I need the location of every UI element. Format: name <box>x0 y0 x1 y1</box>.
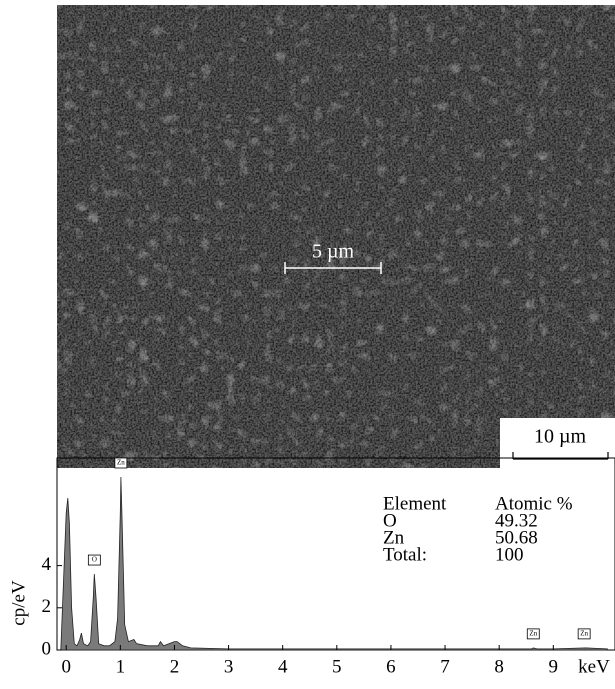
table-header: Atomic % <box>495 493 573 514</box>
peak-label: O <box>92 556 97 564</box>
y-tick-label: 0 <box>42 638 52 659</box>
y-tick-label: 2 <box>42 596 52 617</box>
x-tick-label: 8 <box>494 656 504 677</box>
x-tick-label: 2 <box>170 656 180 677</box>
table-cell: O <box>383 510 397 531</box>
table-header: Element <box>383 493 447 514</box>
x-tick-label: 1 <box>116 656 126 677</box>
peak-label: Zn <box>580 629 588 637</box>
peak-label-box <box>114 457 128 469</box>
peak-label-box <box>87 554 101 566</box>
table-cell: 50.68 <box>495 527 538 548</box>
peak-label-box <box>577 628 591 640</box>
scale-box <box>500 418 615 468</box>
x-tick-label: 7 <box>440 656 450 677</box>
sem-image: 5 µm 10 µm <box>57 5 615 468</box>
peak-label-box <box>526 628 540 640</box>
x-tick-label: 9 <box>549 656 559 677</box>
x-tick-label: 5 <box>332 656 342 677</box>
spectrum-area <box>60 476 608 651</box>
plot-frame <box>56 457 615 651</box>
table-cell: Total: <box>383 544 427 565</box>
x-tick-label: 4 <box>278 656 288 677</box>
y-axis-label: cp/eV <box>8 580 29 626</box>
table-cell: 49.32 <box>495 510 538 531</box>
scale-bar <box>284 262 382 274</box>
scale-label: 10 µm <box>534 426 587 448</box>
x-tick-label: 0 <box>61 656 71 677</box>
peak-label: Zn <box>529 629 537 637</box>
composition-table: Element Atomic % O 49.32 Zn 50.68 Total:… <box>383 493 573 565</box>
x-tick-label: 3 <box>224 656 234 677</box>
y-tick-label: 4 <box>42 554 52 575</box>
scale-label: 5 µm <box>312 241 355 263</box>
table-cell: Zn <box>383 527 405 548</box>
table-cell: 100 <box>495 544 524 565</box>
peak-label: Zn <box>117 459 125 467</box>
x-tick-label: 6 <box>386 656 396 677</box>
x-axis-label: keV <box>578 656 610 677</box>
